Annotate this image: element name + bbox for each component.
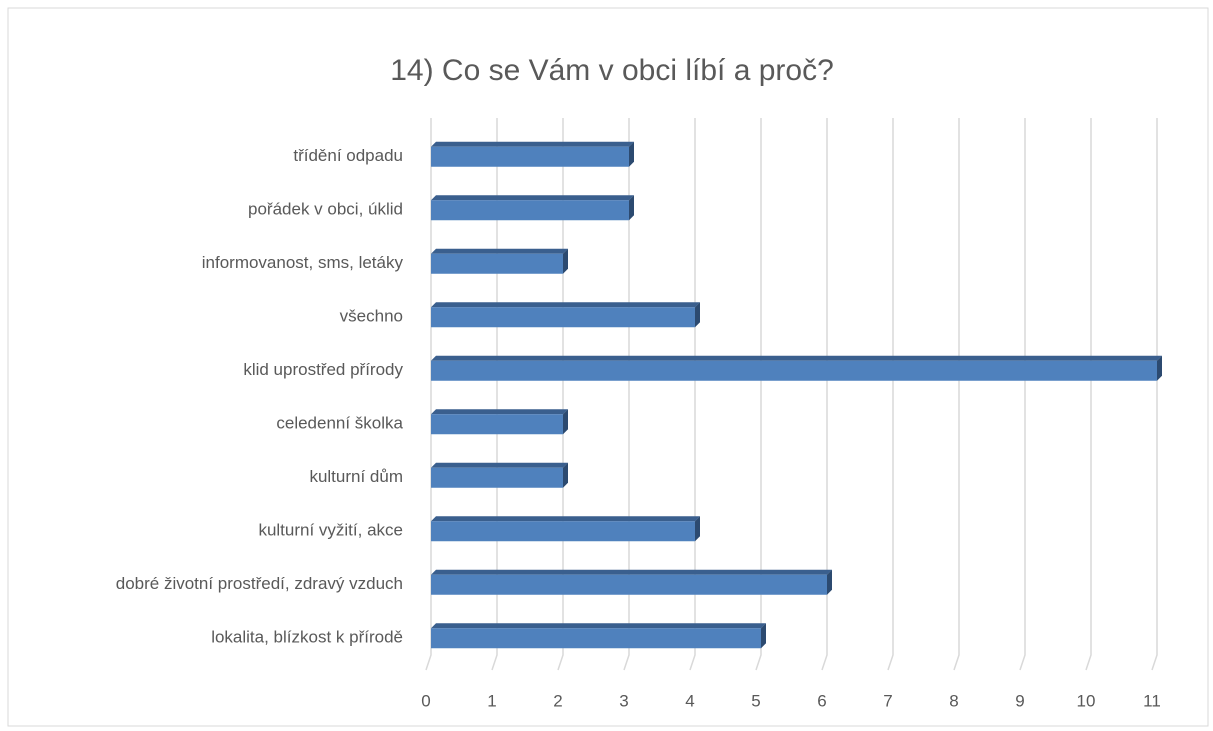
bar-side <box>563 462 568 488</box>
bar-top <box>431 462 568 468</box>
bar-top <box>431 623 766 629</box>
grid-line <box>887 118 894 671</box>
grid-line <box>557 118 564 671</box>
bar <box>431 521 695 542</box>
y-tick-label: všechno <box>340 307 403 326</box>
grid-line <box>1019 118 1026 671</box>
bar-top <box>431 516 700 522</box>
bar-side <box>563 248 568 274</box>
bar <box>431 574 827 595</box>
bar-top <box>431 302 700 308</box>
grid-line <box>1151 118 1158 671</box>
x-tick-label: 7 <box>883 691 892 710</box>
grid-line <box>689 118 696 671</box>
x-tick-label: 6 <box>817 691 826 710</box>
y-tick-label: pořádek v obci, úklid <box>248 200 403 219</box>
bar-side <box>761 623 766 649</box>
bar-top <box>431 195 634 201</box>
x-tick-label: 3 <box>619 691 628 710</box>
bar-side <box>827 569 832 595</box>
bar <box>431 253 563 274</box>
bar-side <box>695 302 700 328</box>
bar-top <box>431 141 634 147</box>
bar <box>431 146 629 167</box>
x-tick-label: 5 <box>751 691 760 710</box>
bar <box>431 307 695 328</box>
bar <box>431 628 761 649</box>
x-tick-label: 0 <box>421 691 430 710</box>
grid-line <box>491 118 498 671</box>
bar <box>431 360 1157 381</box>
y-tick-label: dobré životní prostředí, zdravý vzduch <box>116 574 403 593</box>
bar <box>431 200 629 221</box>
grid-line <box>425 118 432 671</box>
bar-top <box>431 248 568 254</box>
x-tick-label: 4 <box>685 691 694 710</box>
y-tick-label: celedenní školka <box>276 414 403 433</box>
x-tick-label: 10 <box>1077 691 1096 710</box>
bar-side <box>695 516 700 542</box>
bar-top <box>431 355 1162 361</box>
x-tick-label: 8 <box>949 691 958 710</box>
y-tick-label: kulturní dům <box>309 467 403 486</box>
x-tick-label: 9 <box>1015 691 1024 710</box>
y-tick-label: klid uprostřed přírody <box>243 360 403 379</box>
x-tick-label: 2 <box>553 691 562 710</box>
bar-side <box>629 195 634 221</box>
bar <box>431 414 563 435</box>
bar-top <box>431 569 832 575</box>
bar-side <box>629 141 634 167</box>
bar-side <box>1157 355 1162 381</box>
bar-side <box>563 409 568 435</box>
chart-title: 14) Co se Vám v obci líbí a proč? <box>390 54 834 87</box>
x-tick-label: 1 <box>487 691 496 710</box>
grid-line <box>1085 118 1092 671</box>
y-tick-label: informovanost, sms, letáky <box>202 253 404 272</box>
grid-line <box>755 118 762 671</box>
grid-line <box>623 118 630 671</box>
x-tick-label: 11 <box>1143 691 1161 710</box>
y-tick-label: lokalita, blízkost k přírodě <box>211 628 403 647</box>
grid-line <box>953 118 960 671</box>
grid-line <box>821 118 828 671</box>
y-tick-label: třídění odpadu <box>293 146 403 165</box>
bar-top <box>431 409 568 415</box>
y-tick-label: kulturní vyžití, akce <box>258 521 403 540</box>
bar <box>431 467 563 488</box>
